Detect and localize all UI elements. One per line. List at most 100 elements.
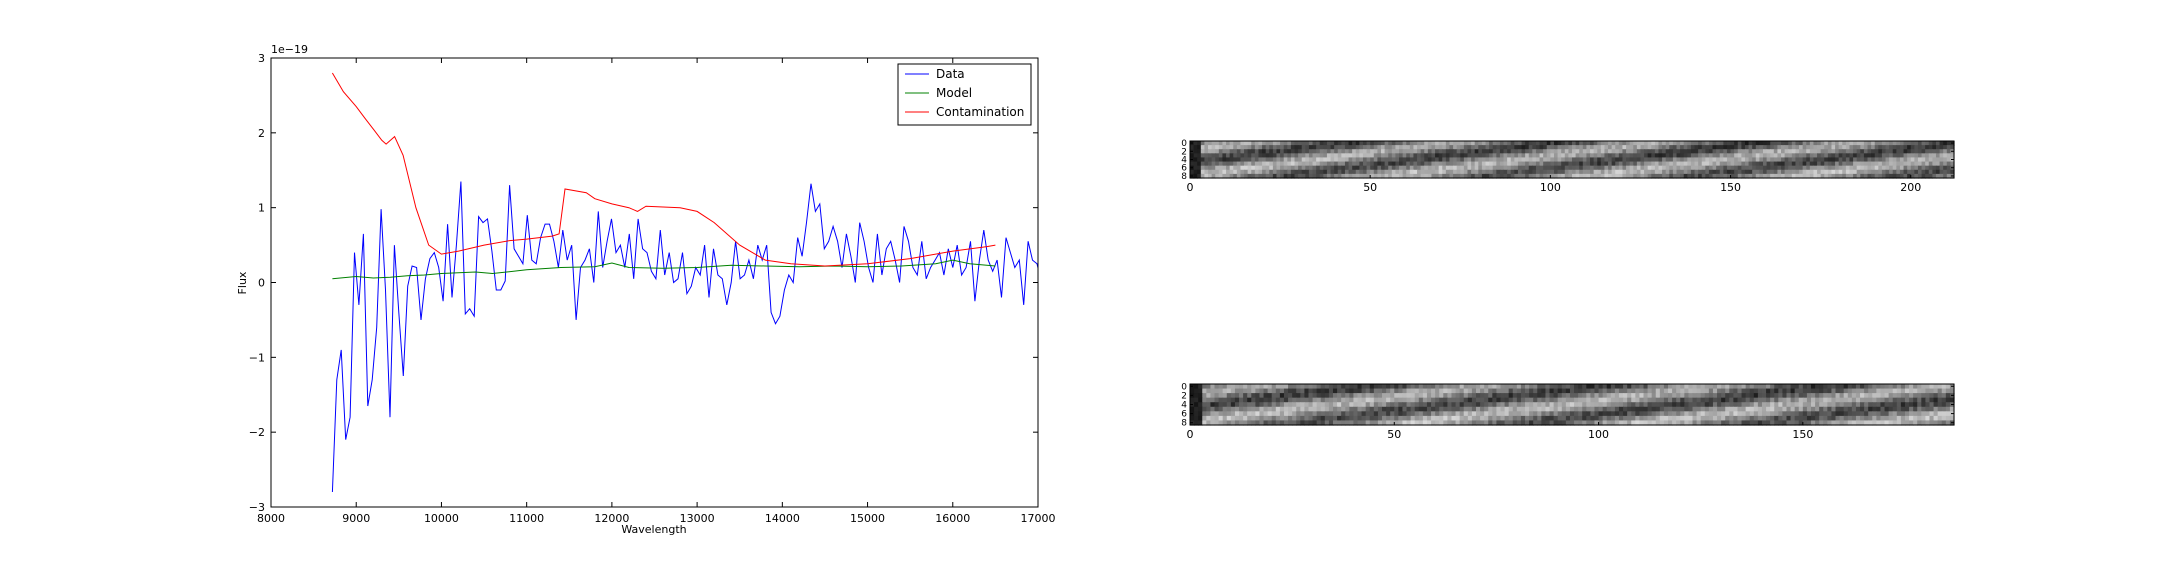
heatmap-cell (1903, 161, 1908, 167)
heatmap-cell (1208, 153, 1213, 159)
heatmap-cell (1647, 141, 1652, 146)
heatmap-cell (1373, 145, 1378, 150)
heatmap-x-tick-label: 200 (1900, 181, 1921, 194)
heatmap-cell (1402, 145, 1407, 150)
heatmap-cell (1842, 145, 1847, 150)
heatmap-cell (1694, 145, 1699, 150)
heatmap-cell (1680, 169, 1685, 175)
heatmap-cell (1853, 141, 1858, 146)
heatmap-cell (1781, 145, 1786, 150)
heatmap-cell (1352, 157, 1357, 163)
heatmap-cell (1549, 397, 1555, 403)
heatmap-cell (1820, 169, 1825, 175)
heatmap-cell (1316, 420, 1322, 426)
heatmap-cell (1579, 149, 1584, 154)
heatmap-cell (1635, 402, 1641, 408)
heatmap-cell (1575, 141, 1580, 146)
heatmap-cell (1198, 420, 1203, 426)
heatmap-cell (1323, 157, 1328, 163)
heatmap-cell (1319, 145, 1324, 150)
heatmap-cell (1399, 153, 1404, 159)
heatmap-cell (1937, 397, 1943, 403)
heatmap-cell (1251, 402, 1256, 408)
heatmap-cell (1929, 415, 1935, 422)
heatmap-cell (1214, 384, 1220, 390)
heatmap-cell (1204, 161, 1209, 167)
heatmap-cell (1899, 141, 1905, 146)
heatmap-cell (1871, 153, 1876, 159)
heatmap-cell (1633, 161, 1638, 167)
heatmap-cell (1786, 393, 1792, 399)
heatmap-cell (1222, 161, 1227, 167)
heatmap-cell (1510, 165, 1515, 171)
heatmap-cell (1614, 384, 1620, 390)
heatmap-cell (1229, 169, 1234, 175)
heatmap-cell (1489, 153, 1494, 159)
heatmap-cell (1283, 157, 1288, 163)
heatmap-x-tick-label: 100 (1588, 428, 1609, 441)
heatmap-cell (1929, 411, 1935, 417)
heatmap-cell (1896, 411, 1902, 417)
heatmap-cell (1341, 388, 1346, 394)
heatmap-cell (1420, 145, 1425, 150)
heatmap-cell (1928, 141, 1933, 146)
heatmap-cell (1925, 145, 1930, 150)
heatmap-cell (1586, 388, 1591, 394)
heatmap-cell (1226, 157, 1231, 163)
heatmap-cell (1892, 173, 1897, 179)
heatmap-cell (1790, 406, 1796, 412)
heatmap-cell (1784, 173, 1789, 179)
heatmap-cell (1398, 393, 1404, 399)
heatmap-cell (1525, 406, 1530, 412)
heatmap-cell (1770, 420, 1775, 426)
heatmap-cell (1259, 411, 1265, 417)
heatmap-cell (1623, 411, 1628, 417)
heatmap-cell (1647, 402, 1653, 408)
heatmap-cell (1435, 415, 1440, 422)
heatmap-cell (1744, 173, 1750, 179)
heatmap-cell (1510, 169, 1515, 175)
heatmap-cell (1254, 141, 1260, 146)
heatmap-cell (1784, 161, 1789, 167)
heatmap-cell (1669, 161, 1674, 167)
heatmap-cell (1651, 161, 1656, 167)
heatmap-cell (1880, 397, 1886, 403)
heatmap-cell (1766, 173, 1771, 179)
heatmap-cell (1244, 161, 1249, 167)
heatmap-cell (1512, 397, 1518, 403)
heatmap-cell (1817, 169, 1822, 175)
heatmap-y-tick-label: 4 (1181, 401, 1187, 411)
heatmap-cell (1361, 420, 1367, 426)
heatmap-cell (1202, 411, 1207, 417)
heatmap-cell (1305, 153, 1310, 159)
heatmap-cell (1586, 393, 1591, 399)
heatmap-cell (1456, 169, 1461, 175)
heatmap-cell (1365, 388, 1371, 394)
heatmap-cell (1280, 149, 1285, 154)
heatmap-cell (1553, 149, 1559, 154)
heatmap-cell (1943, 141, 1948, 146)
heatmap-cell (1817, 161, 1822, 167)
heatmap-cell (1569, 384, 1575, 390)
heatmap-cell (1484, 388, 1489, 394)
heatmap-cell (1748, 161, 1753, 167)
heatmap-cell (1598, 420, 1604, 426)
heatmap-cell (1572, 157, 1577, 163)
heatmap-cell (1824, 173, 1829, 179)
heatmap-cell (1945, 384, 1951, 390)
heatmap-cell (1512, 415, 1518, 422)
heatmap-cell (1485, 173, 1490, 179)
heatmap-cell (1799, 161, 1804, 167)
heatmap-cell (1345, 393, 1350, 399)
heatmap-cell (1517, 165, 1523, 171)
heatmap-cell (1255, 397, 1261, 403)
heatmap-cell (1663, 415, 1669, 422)
heatmap-cell (1945, 388, 1951, 394)
heatmap-cell (1283, 145, 1288, 150)
heatmap-cell (1258, 169, 1263, 175)
heatmap-cell (1698, 157, 1703, 163)
heatmap-cell (1791, 145, 1797, 150)
heatmap-cell (1449, 149, 1454, 154)
heatmap-cell (1353, 406, 1359, 412)
heatmap-cell (1247, 141, 1252, 146)
